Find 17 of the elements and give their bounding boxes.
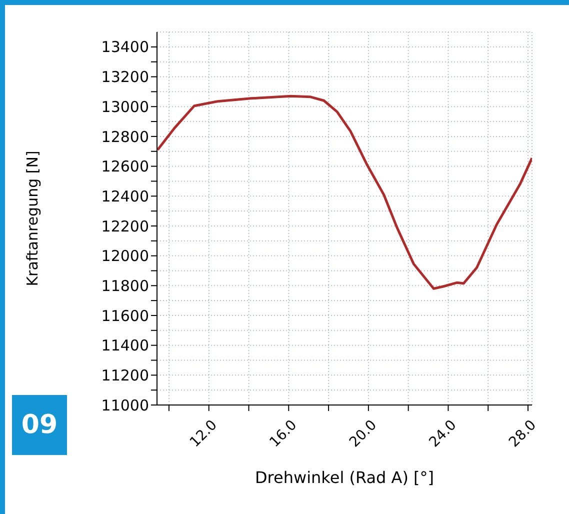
- y-axis-title: Kraftanregung [N]: [23, 150, 42, 286]
- y-tick-label: 12600: [101, 158, 149, 176]
- y-tick-label: 11600: [101, 306, 149, 325]
- y-tick-label: 13200: [101, 68, 149, 86]
- y-tick-label: 13400: [101, 38, 149, 56]
- y-tick-label: 12400: [101, 187, 149, 206]
- y-tick-label: 11800: [101, 276, 149, 295]
- text: 09: [12, 395, 67, 455]
- x-axis-title: Drehwinkel (Rad A) [°]: [254, 468, 434, 487]
- line-series: [157, 94, 532, 290]
- y-tick-label: 12200: [101, 217, 149, 236]
- y-tick-label: 11200: [101, 366, 149, 384]
- y-tick-label: 11400: [101, 336, 149, 355]
- y-tick-label: 12800: [101, 128, 149, 146]
- y-tick-label: 11000: [101, 396, 149, 414]
- y-tick-label: 13000: [101, 98, 149, 116]
- y-tick-label: 12000: [101, 247, 149, 266]
